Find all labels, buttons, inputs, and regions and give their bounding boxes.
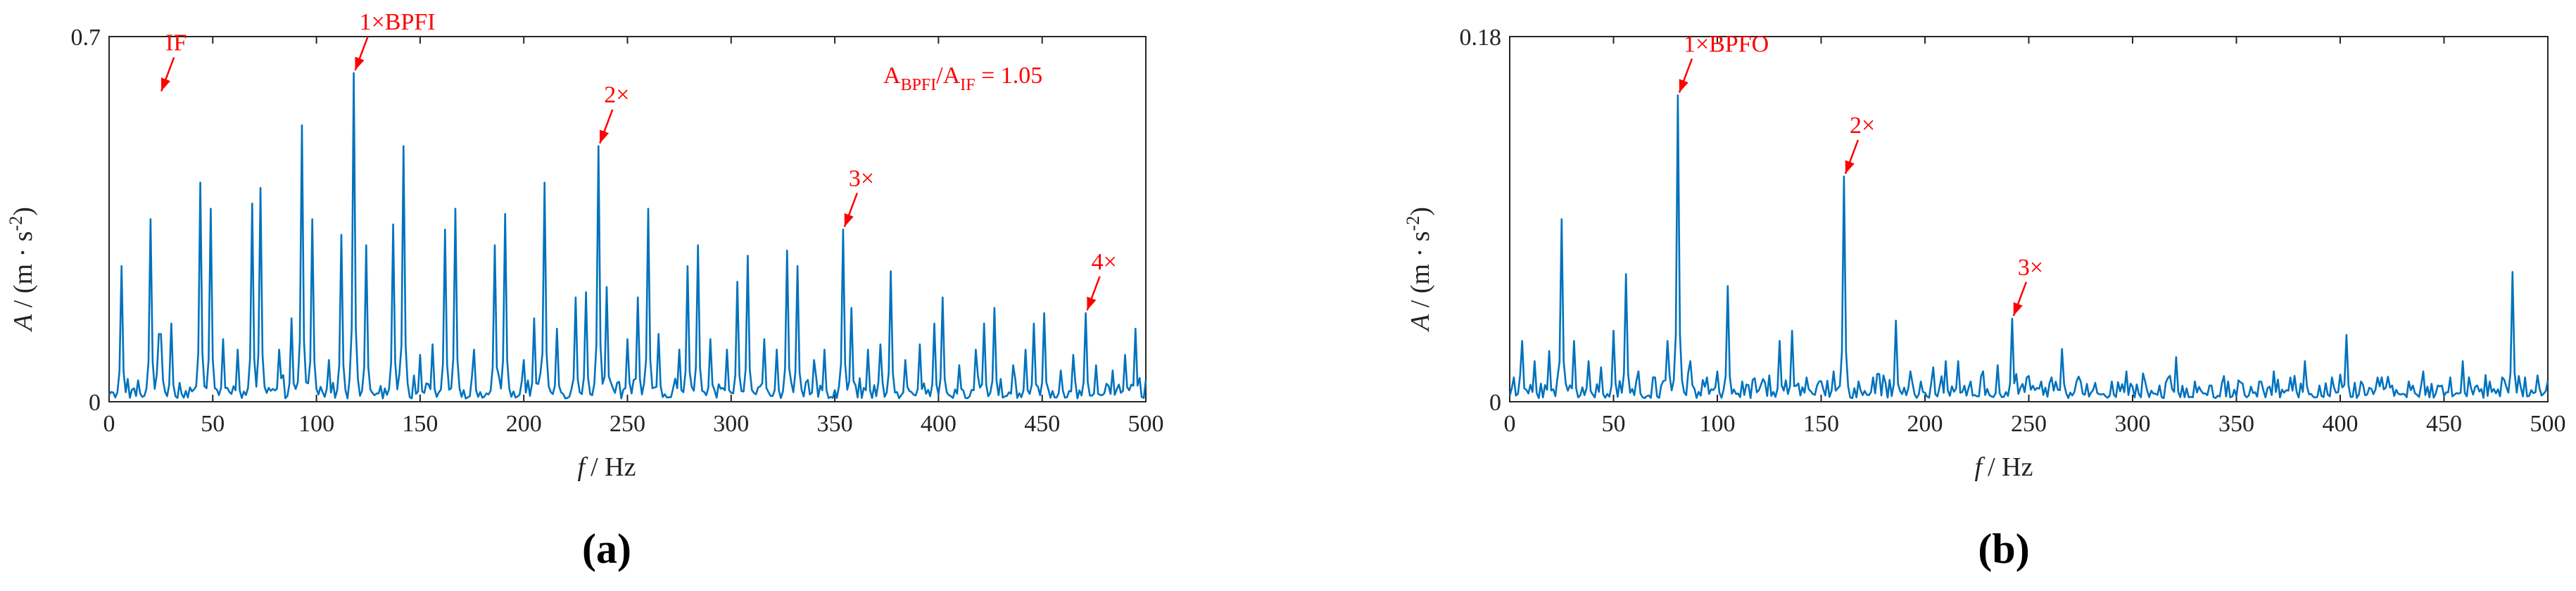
annotation-arrowhead-a-0 (160, 77, 171, 91)
y-axis-label-a: A / (m · s-2) (6, 207, 38, 333)
y-tick-label-b-1: 0.18 (1460, 25, 1502, 51)
x-tick-label-a-250: 250 (610, 411, 645, 437)
annotation-arrowhead-b-2 (2013, 302, 2023, 316)
x-tick-label-b-350: 350 (2218, 411, 2254, 437)
x-tick-label-b-300: 300 (2115, 411, 2151, 437)
annotation-label-b-1: 2× (1850, 113, 1875, 139)
x-tick-label-a-350: 350 (817, 411, 853, 437)
annotation-arrowhead-b-0 (1679, 79, 1688, 93)
x-tick-label-b-200: 200 (1907, 411, 1943, 437)
annotation-label-a-0: IF (165, 30, 187, 56)
chart-panel-a: 0 50 100 150 200 250 300 350 400 450 500 0 0.7 IF 1×BP… (6, 9, 1164, 572)
annotation-arrowhead-a-3 (844, 213, 854, 227)
x-tick-label-a-100: 100 (298, 411, 334, 437)
x-tick-label-a-150: 150 (402, 411, 438, 437)
annotation-label-a-2: 2× (604, 82, 629, 108)
x-tick-label-a-450: 450 (1024, 411, 1060, 437)
axes-box-b (1509, 36, 2549, 402)
panel-label-a: (a) (582, 526, 631, 572)
annotation-label-b-2: 3× (2018, 255, 2043, 281)
annotation-label-a-3: 3× (849, 165, 874, 191)
x-tick-label-b-400: 400 (2323, 411, 2359, 437)
x-tick-label-b-150: 150 (1803, 411, 1839, 437)
x-tick-label-a-400: 400 (921, 411, 956, 437)
annotation-arrowhead-b-1 (1845, 160, 1855, 174)
series-line-b (1508, 94, 2549, 400)
y-axis-label-b: A / (m · s-2) (1403, 207, 1435, 333)
x-tick-label-a-200: 200 (506, 411, 542, 437)
x-tick-label-a-50: 50 (201, 411, 225, 437)
annotation-arrowhead-a-2 (600, 129, 610, 144)
x-axis-label-b: f / Hz (1975, 452, 2033, 482)
annotation-label-a-4: 4× (1092, 249, 1117, 275)
annotation-label-b-0: 1×BPFO (1684, 32, 1769, 58)
series-line-a (108, 72, 1147, 400)
x-tick-label-a-0: 0 (103, 411, 115, 437)
x-tick-label-b-0: 0 (1504, 411, 1516, 437)
x-tick-label-a-300: 300 (713, 411, 749, 437)
x-tick-label-b-100: 100 (1700, 411, 1736, 437)
annotation-arrowhead-a-4 (1087, 296, 1097, 310)
y-tick-label-a-0: 0 (89, 390, 101, 416)
x-tick-label-b-50: 50 (1602, 411, 1626, 437)
annotation-arrowhead-a-1 (355, 56, 365, 70)
plot-area-a: 0 50 100 150 200 250 300 350 400 450 500 0 0.7 IF 1×BP… (71, 9, 1164, 437)
x-tick-label-b-250: 250 (2011, 411, 2047, 437)
x-tick-label-a-500: 500 (1128, 411, 1164, 437)
panel-label-b: (b) (1978, 526, 2029, 572)
plot-area-b: 0 50 100 150 200 250 300 350 400 450 500 0 0.18 1×BPF… (1460, 25, 2566, 437)
chart-panel-b: 0 50 100 150 200 250 300 350 400 450 500 0 0.18 1×BPF… (1403, 25, 2566, 572)
annotation-label-a-1: 1×BPFI (360, 9, 436, 35)
x-axis-label-a: f / Hz (578, 452, 636, 482)
amplitude-ratio-note: ABPFI/AIF = 1.05 (883, 63, 1042, 94)
x-tick-label-b-500: 500 (2530, 411, 2566, 437)
x-tick-label-b-450: 450 (2426, 411, 2462, 437)
y-tick-label-a-1: 0.7 (71, 25, 101, 51)
y-tick-label-b-0: 0 (1489, 390, 1501, 416)
